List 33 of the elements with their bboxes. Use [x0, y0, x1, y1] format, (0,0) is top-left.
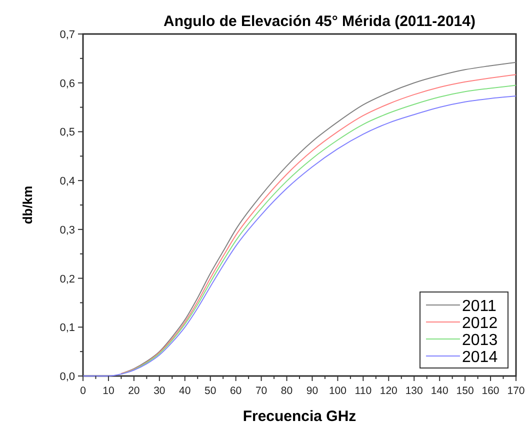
y-tick-label: 0,5: [60, 126, 75, 139]
x-tick-label: 140: [430, 385, 448, 397]
y-tick-label: 0,7: [60, 29, 75, 41]
y-tick-label: 0,4: [60, 176, 75, 188]
x-tick-label: 80: [280, 385, 293, 397]
x-tick-label: 90: [306, 385, 318, 397]
legend-label: 2012: [462, 315, 498, 332]
x-tick-label: 170: [507, 385, 525, 397]
x-tick-label: 60: [230, 385, 242, 397]
legend-label: 2013: [462, 332, 498, 349]
legend-label: 2011: [462, 298, 497, 315]
x-tick-label: 10: [102, 385, 114, 397]
x-tick-label: 40: [179, 385, 191, 397]
y-tick-label: 0,3: [60, 224, 75, 236]
x-axis-title: Frecuencia GHz: [242, 408, 356, 425]
x-tick-label: 100: [328, 385, 347, 397]
y-tick-label: 0,0: [60, 371, 75, 383]
x-tick-label: 0: [80, 385, 86, 397]
x-tick-label: 130: [405, 385, 424, 397]
y-tick-label: 0,6: [60, 78, 75, 90]
y-axis-title: db/km: [20, 186, 35, 224]
legend-label: 2014: [462, 349, 498, 366]
x-tick-label: 20: [128, 385, 140, 397]
x-tick-label: 50: [204, 385, 216, 397]
x-tick-label: 70: [255, 385, 268, 397]
x-tick-label: 150: [456, 385, 474, 397]
y-tick-label: 0,2: [60, 273, 75, 286]
y-tick-label: 0,1: [60, 322, 75, 334]
x-tick-label: 120: [380, 385, 398, 397]
x-tick-label: 30: [154, 385, 166, 397]
chart-title: Angulo de Elevación 45° Mérida (2011-2014): [164, 13, 476, 30]
x-tick-label: 110: [354, 385, 372, 397]
x-tick-label: 160: [482, 385, 500, 397]
